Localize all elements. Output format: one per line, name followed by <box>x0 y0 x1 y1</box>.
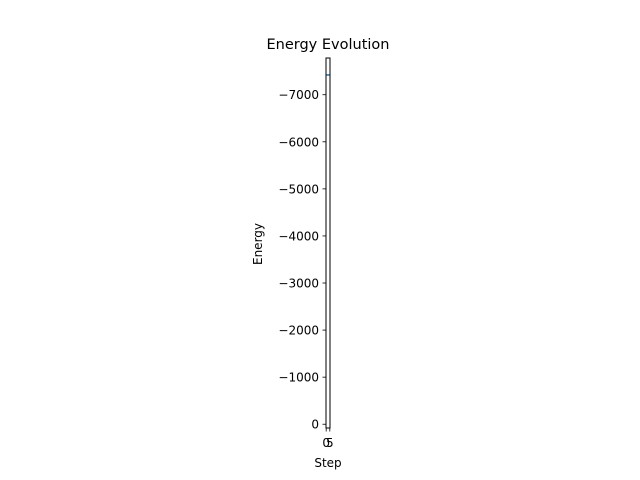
y-tick-label: −7000 <box>278 88 319 102</box>
x-tick-label: 5 <box>326 436 334 450</box>
y-axis-ticks: 0 −1000 −2000 −3000 −4000 −5000 −6000 −7000 <box>278 88 326 432</box>
y-tick-label: −3000 <box>278 277 319 291</box>
y-tick-label: −1000 <box>278 371 319 385</box>
x-axis-label: Step <box>314 456 341 470</box>
chart-title: Energy Evolution <box>267 37 390 53</box>
y-tick-label: −5000 <box>278 182 319 196</box>
plot-area-frame <box>325 57 331 429</box>
y-tick-label: −4000 <box>278 229 319 243</box>
y-tick-label: −2000 <box>278 324 319 338</box>
x-tick-label: 0 <box>322 436 330 450</box>
x-axis-ticks: 05 <box>322 428 334 450</box>
y-tick-label: −6000 <box>278 135 319 149</box>
y-axis-label: Energy <box>251 223 265 265</box>
y-tick-label: 0 <box>311 418 319 432</box>
